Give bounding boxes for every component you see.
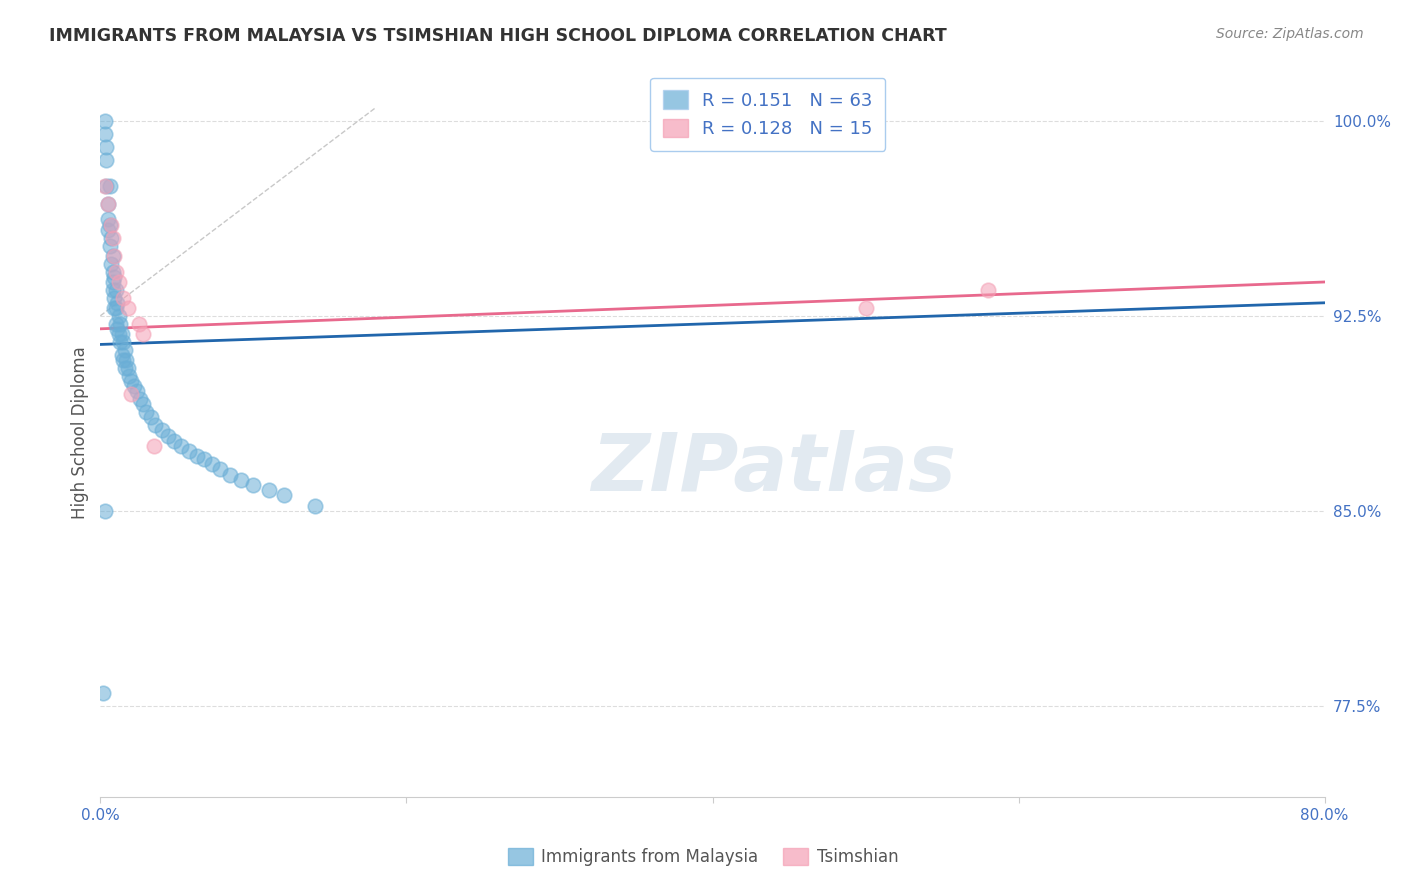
Point [111,348,134,362]
Point [103,269,125,284]
Point [94,113,117,128]
Point [179,444,201,458]
Point [201,457,224,471]
Legend: Immigrants from Malaysia, Tsimshian: Immigrants from Malaysia, Tsimshian [499,840,907,875]
Point [219,467,242,482]
Point [104,317,127,331]
Point [110,317,132,331]
Point [104,301,127,315]
Y-axis label: High School Diploma: High School Diploma [72,347,89,519]
Point [103,291,125,305]
Point [304,499,326,513]
Point [114,360,136,375]
Point [94,178,117,193]
Point [112,353,135,368]
Point [107,309,129,323]
Point [94,127,117,141]
Point [120,374,142,388]
Point [100,230,122,244]
Point [100,218,122,232]
Point [242,478,264,492]
Point [257,483,280,498]
Point [170,439,193,453]
Point [135,405,157,419]
Point [101,249,124,263]
Point [273,488,295,502]
Point [163,434,186,448]
Point [117,360,139,375]
Point [103,249,125,263]
Point [122,379,145,393]
Point [107,326,129,341]
Legend: R = 0.151   N = 63, R = 0.128   N = 15: R = 0.151 N = 63, R = 0.128 N = 15 [650,78,886,151]
Point [98,218,121,232]
Point [105,322,128,336]
Point [101,264,124,278]
Point [117,301,139,315]
Point [98,178,121,193]
Point [103,301,125,315]
Point [105,295,128,310]
Point [100,257,122,271]
Point [98,238,121,252]
Text: IMMIGRANTS FROM MALAYSIA VS TSIMSHIAN HIGH SCHOOL DIPLOMA CORRELATION CHART: IMMIGRANTS FROM MALAYSIA VS TSIMSHIAN HI… [49,27,948,45]
Point [125,384,148,399]
Point [110,334,132,349]
Point [132,397,155,411]
Point [97,197,120,211]
Point [186,450,208,464]
Point [96,153,118,167]
Point [101,275,124,289]
Point [156,428,179,442]
Point [129,392,152,406]
Point [94,504,117,518]
Point [96,178,118,193]
Point [111,326,134,341]
Point [101,230,124,244]
Point [128,317,150,331]
Point [132,326,155,341]
Text: Source: ZipAtlas.com: Source: ZipAtlas.com [1216,27,1364,41]
Point [112,334,135,349]
Point [115,353,138,368]
Point [150,423,173,437]
Point [142,439,165,453]
Point [104,264,127,278]
Point [97,212,120,227]
Point [101,283,124,297]
Point [231,473,253,487]
Point [193,452,215,467]
Point [93,686,115,700]
Point [139,410,162,425]
Point [104,283,127,297]
Point [208,462,231,476]
Point [118,368,141,383]
Point [97,197,120,211]
Point [107,275,129,289]
Point [977,283,1000,297]
Point [112,291,135,305]
Point [96,139,118,153]
Text: ZIPatlas: ZIPatlas [592,430,956,508]
Point [114,343,136,357]
Point [855,301,877,315]
Point [97,223,120,237]
Point [120,387,142,401]
Point [145,418,167,433]
